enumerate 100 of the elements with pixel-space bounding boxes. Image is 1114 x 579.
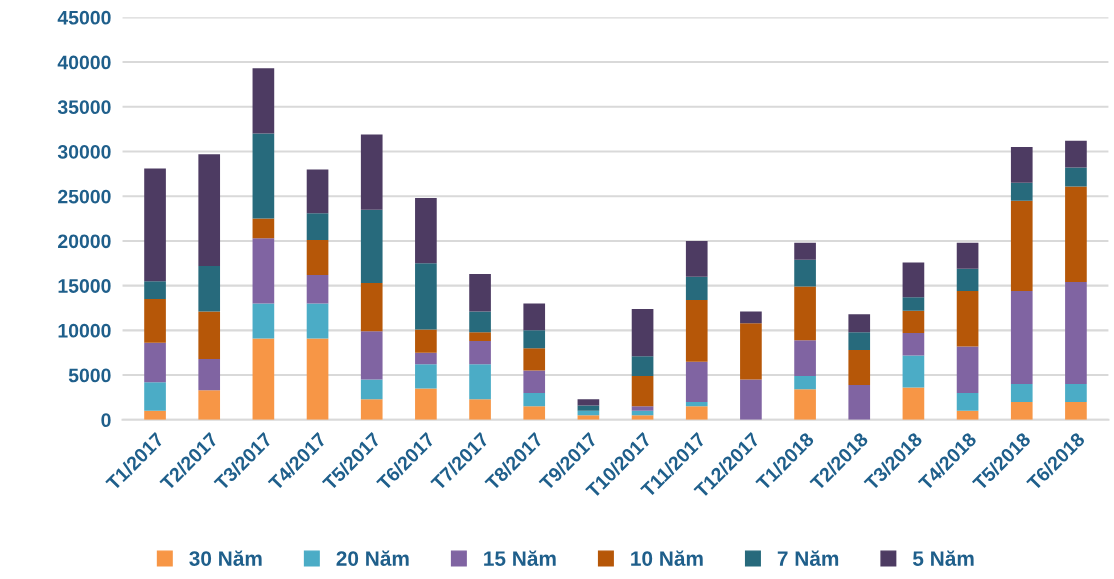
bar <box>740 379 762 420</box>
legend-label: 5 Năm <box>912 550 974 566</box>
bar <box>415 364 437 389</box>
bar <box>577 399 600 406</box>
bar <box>1010 147 1033 183</box>
bar <box>685 361 708 402</box>
bar <box>306 213 329 241</box>
y-tick-label: 20000 <box>58 234 111 249</box>
bar <box>198 154 221 266</box>
bar <box>848 350 871 385</box>
bar <box>631 308 654 357</box>
bar <box>198 390 221 420</box>
bar <box>415 329 437 353</box>
bar <box>740 311 762 324</box>
bar <box>631 406 654 411</box>
y-tick-label: 0 <box>101 413 111 428</box>
bar <box>252 133 275 219</box>
bar <box>306 338 329 420</box>
bar <box>902 355 925 388</box>
bar <box>794 340 816 376</box>
bar <box>685 401 708 407</box>
bar <box>198 311 221 359</box>
bar <box>956 392 979 411</box>
bar <box>144 342 166 383</box>
bar <box>469 332 491 342</box>
bar <box>415 352 437 365</box>
bar <box>631 356 654 376</box>
legend-label: 7 Năm <box>777 550 839 566</box>
bar <box>1010 182 1033 201</box>
bar <box>252 303 275 339</box>
bar <box>523 303 546 331</box>
bar <box>794 259 816 287</box>
bar <box>685 299 708 362</box>
bar <box>252 338 275 420</box>
bar <box>848 332 871 351</box>
y-tick-label: 45000 <box>57 10 111 25</box>
bar <box>469 341 491 365</box>
bar <box>469 274 491 312</box>
bar <box>794 286 816 341</box>
y-tick-label: 35000 <box>57 100 111 115</box>
bar <box>306 274 329 304</box>
y-tick-label: 15000 <box>58 279 111 293</box>
bar <box>1010 200 1033 292</box>
bar <box>956 268 979 292</box>
bar <box>1010 401 1033 420</box>
bar <box>469 364 491 400</box>
bar <box>794 242 816 260</box>
bar <box>144 410 166 420</box>
legend-label: 15 Năm <box>484 550 556 566</box>
bar <box>469 311 491 333</box>
bar <box>144 382 166 411</box>
bar <box>360 399 383 420</box>
bar <box>360 209 383 283</box>
bar <box>631 375 654 407</box>
bar <box>198 358 221 391</box>
bar <box>1065 401 1087 420</box>
bar <box>360 331 383 380</box>
bar <box>956 242 979 269</box>
bar <box>469 399 491 420</box>
y-tick-label: 25000 <box>58 189 111 204</box>
bar <box>523 348 546 371</box>
bar <box>956 346 979 393</box>
bar <box>1010 291 1033 385</box>
bar <box>360 379 383 400</box>
bar <box>252 68 275 134</box>
bar <box>902 333 925 356</box>
bar <box>956 291 979 347</box>
bar <box>306 240 329 275</box>
bar <box>523 370 546 393</box>
bar <box>740 323 762 380</box>
legend-label: 30 Năm <box>189 550 262 566</box>
bar <box>306 303 329 339</box>
bar <box>415 198 437 264</box>
bar <box>306 169 329 214</box>
bar <box>523 406 546 420</box>
bar <box>144 168 166 282</box>
bar <box>848 314 871 333</box>
bar <box>523 392 546 407</box>
bar <box>685 406 708 420</box>
y-tick-label: 40000 <box>57 55 111 70</box>
bar <box>577 405 600 411</box>
y-tick-label: 30000 <box>57 144 111 159</box>
bar <box>252 218 275 239</box>
bar <box>415 263 437 330</box>
bar <box>794 375 816 390</box>
y-tick-label: 5000 <box>68 368 111 383</box>
bar <box>198 265 221 312</box>
bar <box>1065 282 1087 385</box>
bar <box>360 282 383 332</box>
bar <box>1065 186 1087 283</box>
bar <box>1065 140 1087 168</box>
bar <box>415 388 437 420</box>
bar <box>902 387 925 420</box>
bar <box>144 299 166 343</box>
bar <box>685 276 708 300</box>
bar <box>360 134 383 210</box>
legend-label: 10 Năm <box>631 550 703 566</box>
bar <box>144 281 166 300</box>
bar <box>902 262 925 298</box>
bar <box>902 310 925 334</box>
